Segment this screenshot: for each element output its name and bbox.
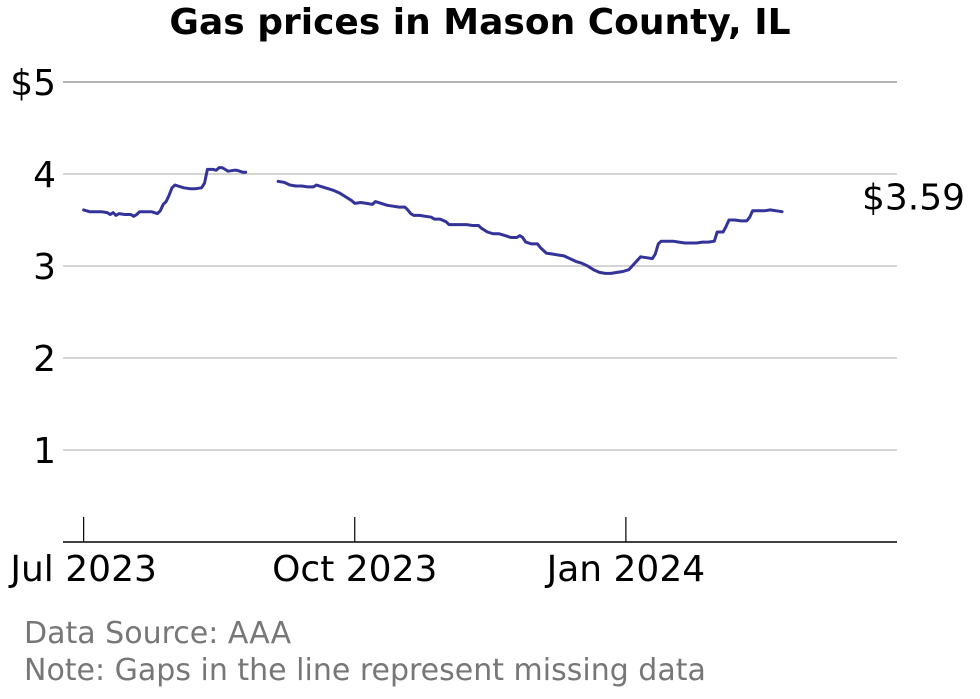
price-line (82, 166, 784, 275)
y-tick-label: $5 (10, 63, 56, 104)
y-tick-label: 2 (33, 339, 56, 380)
end-value-label: $3.59 (862, 178, 965, 219)
y-tick-label: 3 (33, 247, 56, 288)
y-axis-tick-labels: $5 4 3 2 1 (10, 63, 56, 472)
chart-title: Gas prices in Mason County, IL (169, 2, 791, 43)
x-tick-label: Oct 2023 (272, 549, 437, 590)
gridlines (63, 81, 897, 451)
y-tick-label: 4 (33, 155, 56, 196)
x-axis-ticks: Jul 2023 Oct 2023 Jan 2024 (8, 517, 705, 590)
price-line-segment (82, 166, 248, 218)
x-tick-label: Jan 2024 (545, 549, 706, 590)
y-tick-label: 1 (33, 431, 56, 472)
x-tick-label: Jul 2023 (8, 549, 157, 590)
data-source-note: Data Source: AAA (24, 616, 292, 651)
missing-data-note: Note: Gaps in the line represent missing… (24, 653, 706, 688)
price-line-segment (276, 179, 784, 275)
